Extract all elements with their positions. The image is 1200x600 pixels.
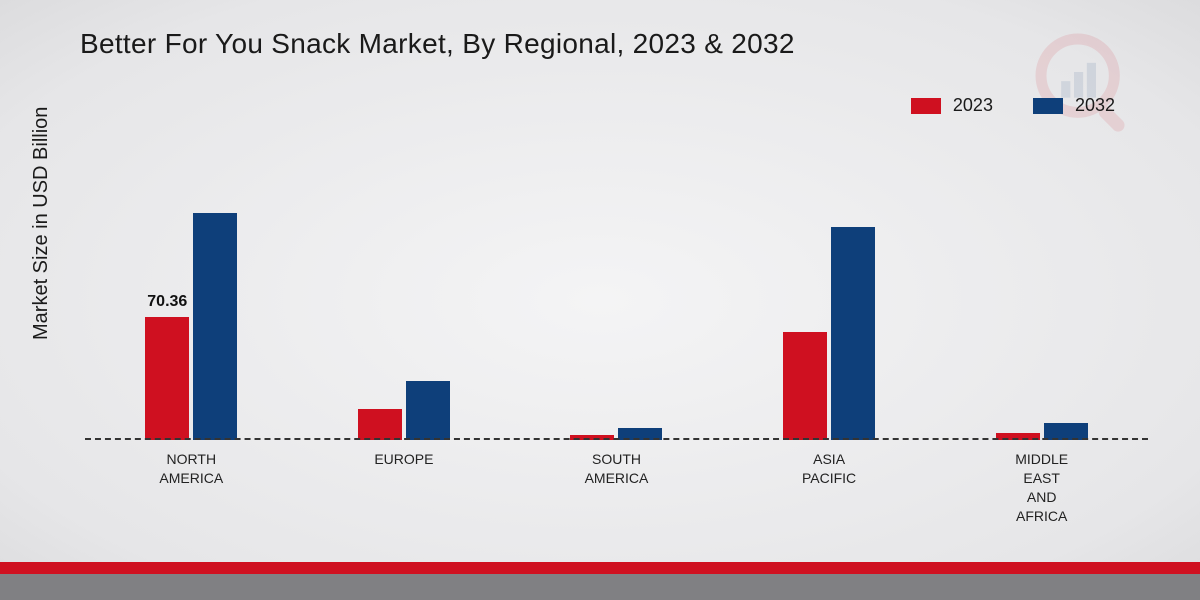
bar-group xyxy=(723,160,936,440)
chart-title: Better For You Snack Market, By Regional… xyxy=(80,28,795,60)
category-label: EUROPE xyxy=(298,450,511,526)
bar-2023 xyxy=(358,409,402,441)
legend-swatch-2023 xyxy=(911,98,941,114)
bar-2023 xyxy=(783,332,827,441)
category-label: ASIA PACIFIC xyxy=(723,450,936,526)
bar-2032 xyxy=(831,227,875,441)
bar-group: 70.36 xyxy=(85,160,298,440)
plot-area: 70.36 xyxy=(85,160,1148,440)
bottom-band-red xyxy=(0,562,1200,574)
category-labels: NORTH AMERICAEUROPESOUTH AMERICAASIA PAC… xyxy=(85,450,1148,526)
bar-2032 xyxy=(193,213,237,441)
legend-label-2023: 2023 xyxy=(953,95,993,116)
category-label: MIDDLE EAST AND AFRICA xyxy=(935,450,1148,526)
legend-item-2023: 2023 xyxy=(911,95,993,116)
bar-value-label: 70.36 xyxy=(147,293,187,311)
legend-label-2032: 2032 xyxy=(1075,95,1115,116)
bar-2032 xyxy=(406,381,450,441)
legend-swatch-2032 xyxy=(1033,98,1063,114)
bar-group xyxy=(935,160,1148,440)
bar-groups: 70.36 xyxy=(85,160,1148,440)
legend: 2023 2032 xyxy=(911,95,1115,116)
legend-item-2032: 2032 xyxy=(1033,95,1115,116)
baseline xyxy=(85,438,1148,440)
bar-2023 xyxy=(145,317,189,440)
bar-group xyxy=(298,160,511,440)
y-axis-label: Market Size in USD Billion xyxy=(30,107,53,340)
bottom-band-gray xyxy=(0,574,1200,600)
category-label: NORTH AMERICA xyxy=(85,450,298,526)
bottom-band xyxy=(0,562,1200,600)
category-label: SOUTH AMERICA xyxy=(510,450,723,526)
watermark-logo xyxy=(1030,28,1140,138)
bar-group xyxy=(510,160,723,440)
